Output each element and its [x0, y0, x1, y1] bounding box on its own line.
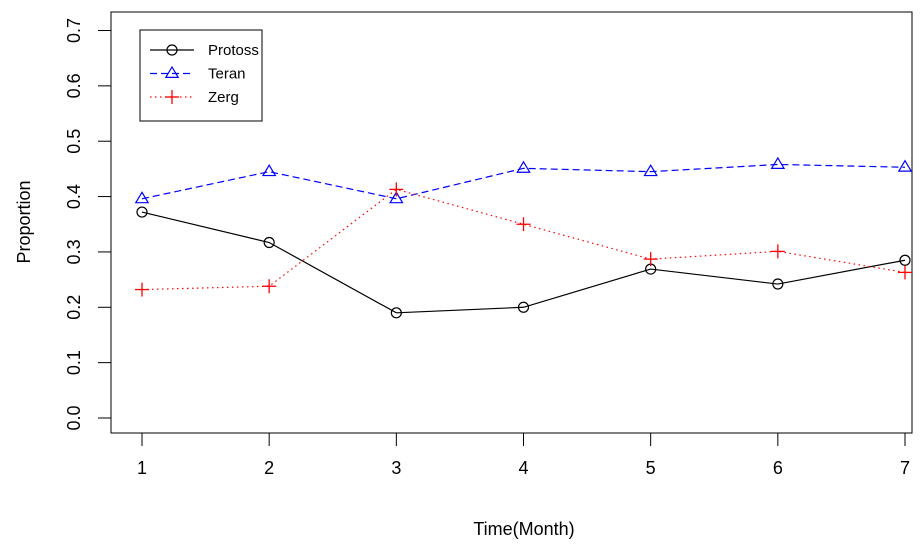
x-tick-label: 5 [646, 458, 656, 478]
y-tick-label: 0.0 [64, 405, 84, 430]
y-tick-label: 0.7 [64, 18, 84, 43]
legend-box [139, 29, 263, 122]
legend-item-teran: Teran [150, 66, 246, 83]
y-tick-label: 0.4 [64, 184, 84, 209]
data-point-teran [134, 191, 150, 204]
data-point-teran [770, 156, 786, 169]
legend-label: Protoss [208, 42, 259, 59]
y-tick-label: 0.6 [64, 73, 84, 98]
legend-marker [165, 90, 179, 104]
data-point-protoss [772, 278, 784, 290]
data-point-protoss [136, 206, 148, 218]
data-point-teran [389, 191, 404, 204]
series-line-teran [141, 163, 906, 200]
data-point-protoss [517, 301, 530, 313]
x-tick-label: 2 [264, 458, 274, 478]
legend-label: Teran [208, 66, 246, 83]
y-tick-label: 0.2 [64, 295, 84, 320]
series-zerg [135, 182, 912, 297]
legend-item-protoss: Protoss [150, 42, 259, 59]
data-point-teran [516, 160, 531, 173]
data-point-zerg [516, 217, 531, 232]
legend-item-zerg: Zerg [150, 89, 239, 106]
legend: Protoss Teran Zerg [139, 29, 263, 122]
data-point-protoss [899, 254, 911, 266]
legend-label: Zerg [208, 89, 239, 106]
data-point-zerg [262, 279, 277, 294]
data-point-protoss [390, 307, 402, 319]
y-axis-label: Proportion [14, 180, 34, 263]
x-axis-label: Time(Month) [473, 519, 574, 539]
data-point-zerg [898, 265, 912, 280]
data-point-teran [897, 159, 913, 172]
data-point-teran [643, 163, 658, 177]
y-tick-label: 0.5 [64, 129, 84, 154]
x-axis: 1 2 3 4 5 6 7 [137, 432, 910, 478]
x-tick-label: 7 [900, 458, 910, 478]
legend-marker [166, 44, 178, 56]
data-point-protoss [263, 236, 275, 249]
data-point-zerg [770, 244, 785, 259]
data-point-zerg [389, 182, 404, 197]
x-tick-label: 6 [773, 458, 783, 478]
x-tick-label: 3 [391, 458, 401, 478]
series-layer [134, 156, 913, 319]
data-point-zerg [643, 252, 658, 267]
legend-marker [164, 65, 180, 79]
series-protoss [136, 206, 911, 319]
y-tick-label: 0.3 [64, 239, 84, 264]
data-point-zerg [135, 282, 149, 297]
series-line-protoss [141, 211, 906, 314]
y-tick-label: 0.1 [64, 350, 84, 375]
series-teran [134, 156, 913, 204]
x-tick-label: 1 [137, 458, 147, 478]
x-tick-label: 4 [518, 458, 528, 478]
data-point-teran [261, 163, 277, 177]
y-axis: 0.0 0.1 0.2 0.3 0.4 0.5 0.6 0.7 [64, 18, 112, 431]
